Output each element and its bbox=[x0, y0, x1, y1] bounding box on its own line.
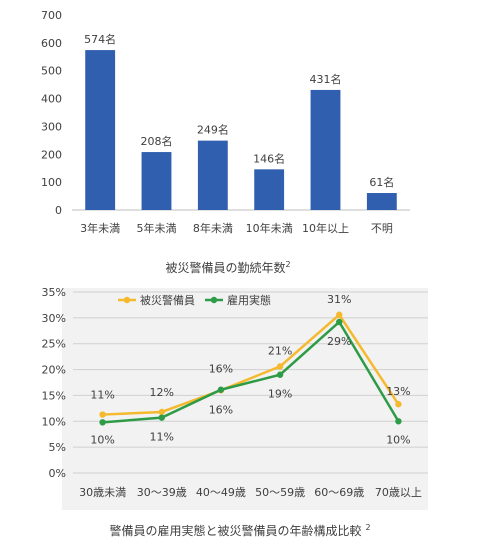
line-category-label: 40～49歳 bbox=[196, 486, 246, 499]
line-data-label: 21% bbox=[268, 344, 292, 357]
line-y-tick-label: 0% bbox=[49, 467, 66, 480]
bar bbox=[254, 169, 285, 210]
bar-data-label: 574名 bbox=[84, 32, 116, 46]
bar-data-label: 249名 bbox=[197, 123, 229, 137]
bar bbox=[366, 193, 397, 210]
line-point bbox=[276, 363, 284, 370]
bar-chart-caption-sup: 2 bbox=[285, 260, 290, 269]
line-category-label: 50～59歳 bbox=[255, 486, 305, 499]
age-line-chart: 0% 5% 10% 15% 20% 25% 30% 35% 30歳未満 30～39歳 40～49歳 5… bbox=[42, 286, 428, 499]
line-y-tick-label: 30% bbox=[42, 312, 66, 325]
legend-label: 雇用実態 bbox=[227, 293, 271, 307]
line-point bbox=[99, 419, 106, 426]
line-point bbox=[99, 411, 106, 418]
line-point bbox=[217, 386, 225, 393]
line-data-label: 16% bbox=[209, 362, 233, 375]
bar-data-label: 431名 bbox=[310, 72, 342, 86]
bar-category-label: 10年以上 bbox=[302, 221, 349, 235]
bar bbox=[310, 89, 341, 210]
line-y-tick-label: 15% bbox=[42, 389, 66, 402]
bar-y-tick-label: 700 bbox=[41, 9, 62, 22]
line-data-label: 11% bbox=[90, 389, 114, 402]
line-chart-caption-sup: 2 bbox=[365, 523, 370, 532]
bar-y-tick-label: 0 bbox=[55, 204, 62, 217]
bar-y-tick-label: 300 bbox=[41, 120, 62, 133]
bar-category-label: 8年未満 bbox=[193, 221, 233, 235]
line-point bbox=[336, 311, 343, 318]
line-y-tick-label: 20% bbox=[42, 364, 66, 377]
tenure-bar-chart: 0 100 200 300 400 500 600 700 574名 3年未満 208名 5年未満 24… bbox=[41, 9, 410, 235]
bar bbox=[85, 50, 116, 210]
line-data-label: 10% bbox=[90, 433, 114, 446]
legend-marker bbox=[123, 296, 131, 304]
bar-category-label: 3年未満 bbox=[80, 221, 120, 235]
bar-chart-caption-text: 被災警備員の勤続年数 bbox=[165, 260, 285, 275]
line-series-2 bbox=[102, 320, 400, 424]
legend-marker bbox=[210, 296, 218, 304]
line-point bbox=[158, 408, 165, 416]
bar-data-label: 208名 bbox=[141, 134, 173, 148]
line-y-tick-label: 35% bbox=[42, 286, 66, 299]
line-series-1 bbox=[102, 312, 400, 416]
line-category-label: 60～69歳 bbox=[314, 486, 364, 499]
line-category-label: 30歳未満 bbox=[79, 486, 126, 499]
bar-y-tick-label: 200 bbox=[41, 148, 62, 161]
line-point bbox=[395, 418, 402, 425]
line-data-label: 11% bbox=[150, 431, 174, 444]
bar bbox=[197, 140, 228, 210]
bar-category-label: 10年未満 bbox=[246, 221, 293, 235]
line-data-label: 19% bbox=[268, 388, 292, 401]
bar-data-label: 61名 bbox=[369, 175, 394, 189]
line-category-label: 70歳以上 bbox=[375, 486, 422, 499]
line-data-label: 16% bbox=[209, 404, 233, 417]
bar-y-tick-label: 600 bbox=[41, 37, 62, 50]
line-chart-caption: 警備員の雇用実態と被災警備員の年齢構成比較 2 bbox=[109, 523, 370, 538]
line-point bbox=[395, 401, 402, 408]
bar-chart-caption: 被災警備員の勤続年数2 bbox=[165, 260, 290, 275]
line-point bbox=[276, 371, 284, 378]
line-data-label: 12% bbox=[150, 386, 174, 399]
legend-label: 被災警備員 bbox=[140, 293, 195, 307]
bar-category-label: 5年未満 bbox=[137, 221, 177, 235]
line-data-label: 10% bbox=[386, 433, 410, 446]
line-point bbox=[158, 414, 165, 421]
line-category-label: 30～39歳 bbox=[137, 486, 187, 499]
line-y-tick-label: 25% bbox=[42, 338, 66, 351]
bar-y-tick-label: 100 bbox=[41, 176, 62, 189]
bar-y-tick-label: 400 bbox=[41, 93, 62, 106]
bar-category-label: 不明 bbox=[371, 222, 393, 235]
line-data-label: 29% bbox=[327, 335, 351, 348]
line-y-tick-label: 5% bbox=[49, 441, 66, 454]
line-point bbox=[336, 318, 343, 326]
line-data-label: 13% bbox=[386, 385, 410, 398]
bar-y-tick-label: 500 bbox=[41, 65, 62, 78]
line-data-label: 31% bbox=[327, 293, 351, 306]
line-y-tick-label: 10% bbox=[42, 415, 66, 428]
line-chart-caption-text: 警備員の雇用実態と被災警備員の年齢構成比較 bbox=[109, 523, 361, 538]
line-chart-background bbox=[62, 288, 428, 510]
bar bbox=[141, 152, 172, 210]
bar-data-label: 146名 bbox=[253, 151, 285, 165]
